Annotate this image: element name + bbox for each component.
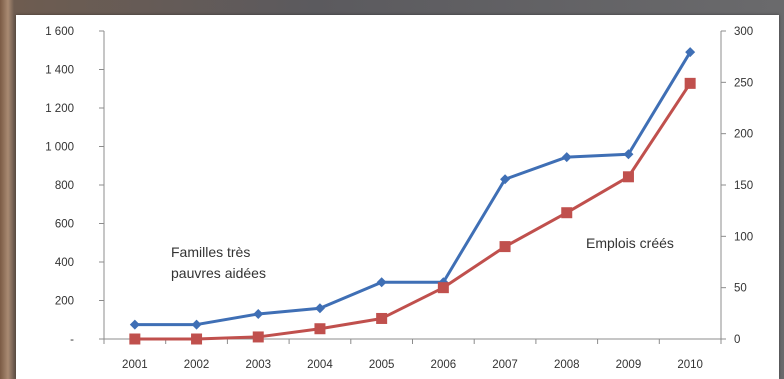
y-right-tick-label: 250	[734, 77, 753, 89]
axes: - 200 400 600 800 1 000 1 200 1 400 1 600 0 50 100 1…	[45, 26, 753, 371]
y-left-tick-label: 1 200	[45, 103, 74, 115]
x-tick-label: 2007	[492, 359, 518, 371]
series-layer	[129, 47, 696, 345]
series-1-point	[191, 319, 202, 330]
series-2-point	[314, 323, 326, 335]
series-2-point	[252, 331, 264, 343]
x-tick-label: 2008	[554, 359, 580, 371]
labels-layer: Familles très pauvres aidées Emplois créés	[171, 235, 674, 281]
y-left-tick-label: 1 000	[45, 142, 74, 154]
x-tick-label: 2010	[677, 359, 703, 371]
series-2-point	[376, 312, 388, 324]
series-2-point	[684, 77, 696, 89]
y-left-tick-label: -	[70, 334, 74, 346]
y-right-tick-label: 150	[734, 180, 753, 192]
series-1-point	[314, 303, 325, 314]
series-2-point	[191, 333, 203, 345]
x-tick-label: 2004	[307, 359, 333, 371]
y-right-tick-label: 100	[734, 231, 753, 243]
series-1-point	[129, 319, 140, 330]
x-tick-label: 2003	[245, 359, 271, 371]
y-left-tick-label: 1 400	[45, 65, 74, 77]
x-tick-label: 2006	[431, 359, 457, 371]
x-tick-label: 2002	[184, 359, 210, 371]
series-1-point	[376, 277, 387, 288]
y-left-tick-label: 400	[55, 257, 74, 269]
series-1-point	[685, 47, 696, 58]
y-right-tick-label: 50	[734, 283, 747, 295]
y-right-tick-label: 0	[734, 334, 740, 346]
y-left-tick-label: 200	[55, 296, 74, 308]
series-1-line	[134, 51, 692, 327]
series-2-line	[134, 82, 692, 341]
y-left-tick-label: 1 600	[45, 26, 74, 38]
chart-frame: - 200 400 600 800 1 000 1 200 1 400 1 600 0 50 100 1…	[16, 15, 779, 379]
annotation-label: Familles très	[171, 244, 250, 260]
y-right-tick-label: 200	[734, 129, 753, 141]
series-2-point	[499, 241, 511, 253]
series-1-point	[500, 174, 511, 185]
y-right-tick-label: 300	[734, 26, 753, 38]
series-2-point	[437, 282, 449, 294]
annotation-label: Emplois créés	[586, 235, 674, 251]
x-tick-label: 2009	[616, 359, 642, 371]
y-left-tick-label: 600	[55, 219, 74, 231]
y-left-tick-label: 800	[55, 180, 74, 192]
line-chart: - 200 400 600 800 1 000 1 200 1 400 1 600 0 50 100 1…	[45, 26, 753, 371]
series-2-point	[561, 207, 573, 219]
x-tick-label: 2001	[122, 359, 148, 371]
series-1-point	[623, 149, 634, 160]
series-1-point	[253, 308, 264, 319]
series-1-point	[561, 152, 572, 163]
annotation-label: pauvres aidées	[171, 265, 266, 281]
x-tick-label: 2005	[369, 359, 395, 371]
series-2-point	[622, 171, 634, 183]
series-2-point	[129, 333, 141, 345]
